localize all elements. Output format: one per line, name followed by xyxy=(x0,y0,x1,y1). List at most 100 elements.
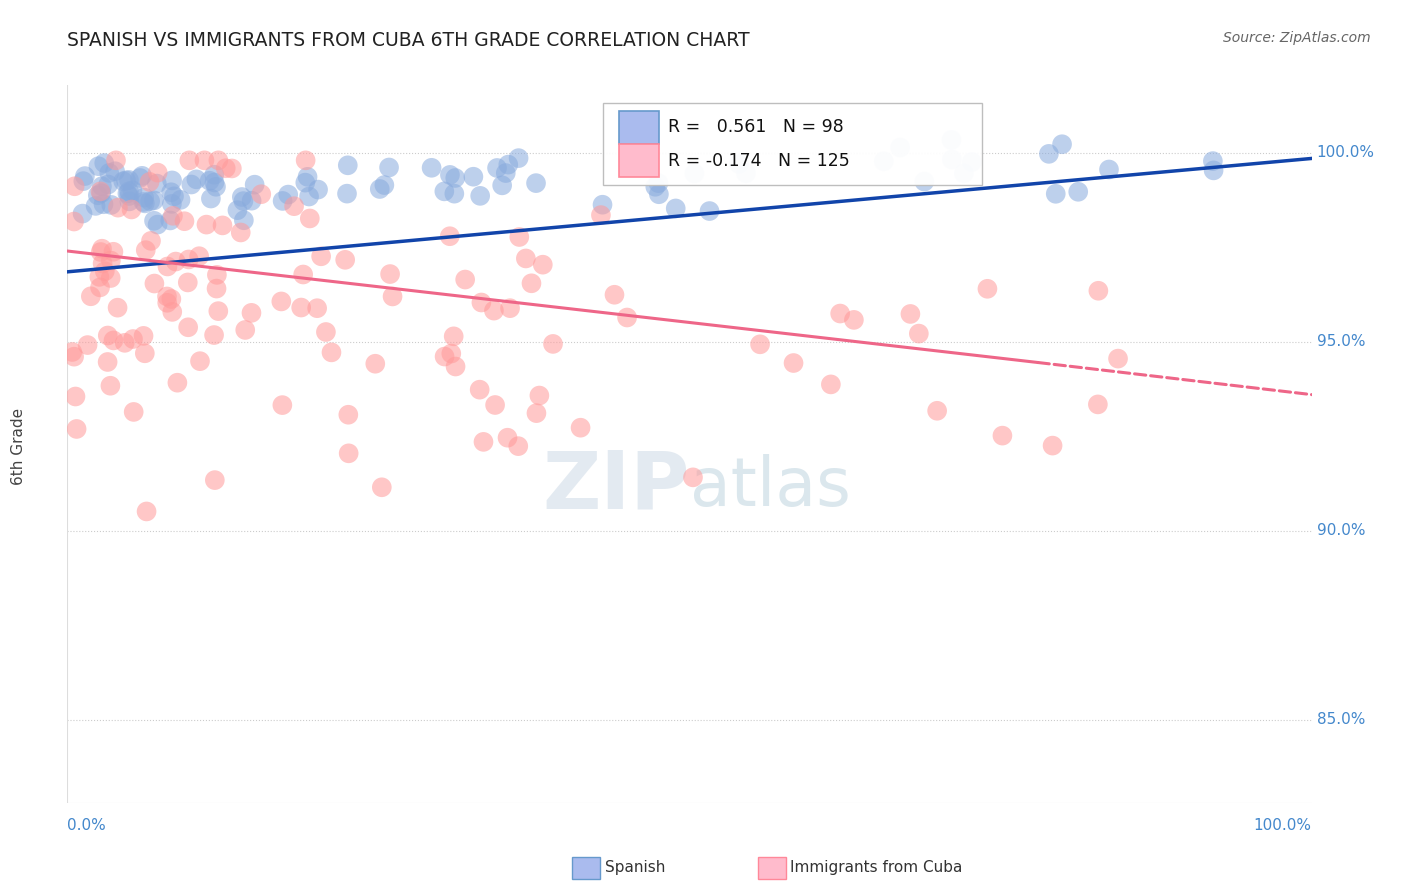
Point xyxy=(307,301,329,316)
Point xyxy=(439,229,461,244)
Point xyxy=(420,161,443,175)
Text: R =   0.561   N = 98: R = 0.561 N = 98 xyxy=(668,118,844,136)
Point xyxy=(927,404,949,418)
Point xyxy=(89,280,111,294)
Point xyxy=(1107,351,1129,366)
Point xyxy=(749,337,772,351)
Point xyxy=(156,295,179,310)
Point xyxy=(644,179,666,194)
Point xyxy=(131,169,153,183)
Point xyxy=(215,161,238,176)
Point xyxy=(177,276,200,290)
Text: 100.0%: 100.0% xyxy=(1254,818,1312,833)
Point xyxy=(205,282,228,296)
Point xyxy=(524,176,547,190)
Point xyxy=(188,249,211,263)
Point xyxy=(205,268,228,282)
Point xyxy=(221,161,243,176)
Point xyxy=(337,408,360,422)
Point xyxy=(589,208,612,222)
Point xyxy=(735,166,758,180)
Point xyxy=(195,218,218,232)
Text: Immigrants from Cuba: Immigrants from Cuba xyxy=(790,861,963,875)
Point xyxy=(569,420,592,434)
Point xyxy=(444,171,467,186)
Point xyxy=(889,140,911,154)
Point xyxy=(470,189,492,203)
Point xyxy=(1087,284,1109,298)
Point xyxy=(188,354,211,368)
Point xyxy=(65,390,87,404)
Point xyxy=(830,306,852,320)
Point xyxy=(443,329,465,343)
Point xyxy=(100,378,122,392)
Point xyxy=(378,161,401,175)
Point xyxy=(160,197,183,211)
Point xyxy=(103,244,125,259)
Point xyxy=(72,174,94,188)
Point xyxy=(294,153,316,168)
Point xyxy=(177,252,200,267)
Point xyxy=(283,199,305,213)
Point xyxy=(107,301,129,315)
Point xyxy=(433,350,456,364)
Point xyxy=(277,187,299,202)
Point xyxy=(439,168,461,182)
Point xyxy=(122,332,145,346)
Point xyxy=(232,213,254,227)
Point xyxy=(162,209,184,223)
Point xyxy=(132,329,155,343)
Point xyxy=(165,254,187,268)
Point xyxy=(166,376,188,390)
Point xyxy=(531,258,554,272)
Point xyxy=(139,234,162,248)
Point xyxy=(173,214,195,228)
Point xyxy=(592,197,614,211)
Text: 100.0%: 100.0% xyxy=(1317,145,1375,161)
Point xyxy=(104,153,127,168)
Text: Source: ZipAtlas.com: Source: ZipAtlas.com xyxy=(1223,31,1371,45)
Point xyxy=(160,292,183,306)
Point xyxy=(103,334,125,348)
Point xyxy=(321,345,343,359)
Point xyxy=(297,169,319,184)
Point xyxy=(941,153,963,167)
Point xyxy=(205,179,228,194)
Point xyxy=(204,473,226,487)
Point xyxy=(647,176,669,190)
Text: 85.0%: 85.0% xyxy=(1317,712,1365,727)
Point xyxy=(443,186,465,201)
Point xyxy=(603,287,626,301)
Point xyxy=(1098,162,1121,177)
Point xyxy=(97,355,120,369)
Point xyxy=(908,326,931,341)
Point xyxy=(1202,163,1225,178)
Point xyxy=(444,359,467,374)
Point xyxy=(117,186,139,201)
Point xyxy=(73,169,96,183)
Point xyxy=(63,214,86,228)
Point xyxy=(193,153,215,168)
Point xyxy=(97,178,120,192)
Point xyxy=(294,176,316,190)
Point xyxy=(440,346,463,360)
Point xyxy=(953,166,976,180)
Point xyxy=(912,175,935,189)
Point xyxy=(229,226,252,240)
Point xyxy=(118,173,141,187)
Point xyxy=(100,253,122,268)
Point xyxy=(1042,439,1064,453)
Point xyxy=(100,271,122,285)
FancyBboxPatch shape xyxy=(619,111,658,144)
FancyBboxPatch shape xyxy=(603,103,981,186)
Point xyxy=(298,211,321,226)
Point xyxy=(508,230,530,244)
Point xyxy=(468,383,491,397)
Point xyxy=(231,190,253,204)
Point xyxy=(226,203,249,218)
Point xyxy=(163,189,186,203)
Point xyxy=(309,249,332,263)
Text: 0.0%: 0.0% xyxy=(67,818,107,833)
Point xyxy=(232,194,254,208)
Point xyxy=(146,166,169,180)
